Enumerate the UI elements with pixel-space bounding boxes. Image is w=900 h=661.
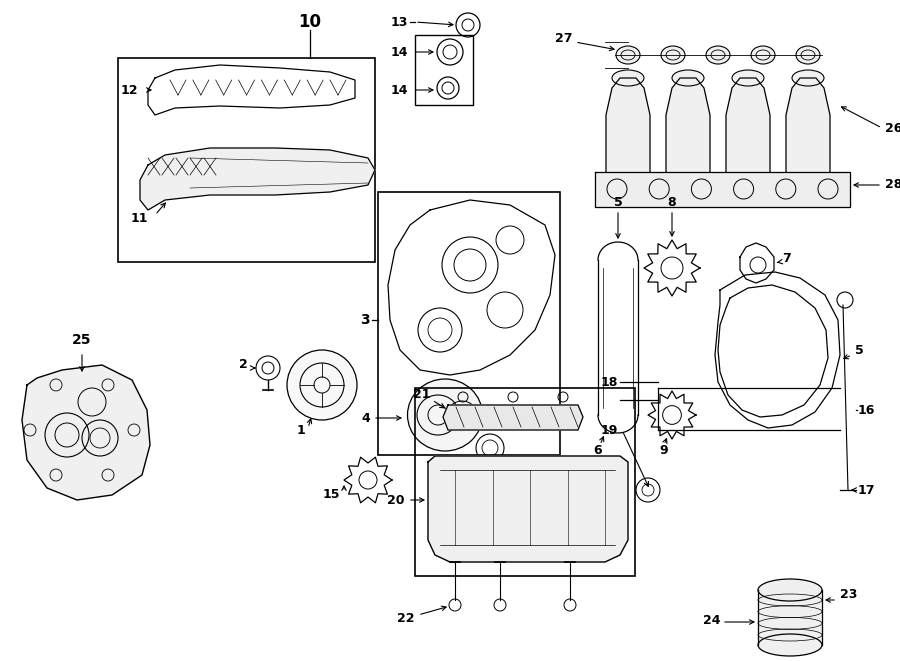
Text: 5: 5 <box>614 196 623 208</box>
Text: 23: 23 <box>840 588 858 602</box>
Polygon shape <box>22 365 150 500</box>
Circle shape <box>102 379 114 391</box>
Polygon shape <box>606 78 650 172</box>
Polygon shape <box>443 405 583 430</box>
Bar <box>118 58 375 262</box>
Text: 5: 5 <box>855 344 864 356</box>
Text: 11: 11 <box>130 212 148 225</box>
Ellipse shape <box>758 634 822 656</box>
Text: 6: 6 <box>594 444 602 457</box>
Text: 8: 8 <box>668 196 676 208</box>
Polygon shape <box>595 172 850 207</box>
Text: 14: 14 <box>391 46 408 59</box>
Text: 9: 9 <box>660 444 669 457</box>
Polygon shape <box>428 456 628 562</box>
Circle shape <box>287 350 357 420</box>
Circle shape <box>128 424 140 436</box>
Text: 3: 3 <box>360 313 370 327</box>
Ellipse shape <box>661 46 685 64</box>
Polygon shape <box>140 148 375 210</box>
Ellipse shape <box>732 70 764 86</box>
Polygon shape <box>758 590 822 645</box>
Ellipse shape <box>751 46 775 64</box>
Circle shape <box>50 469 62 481</box>
Text: 14: 14 <box>391 83 408 97</box>
Text: 21: 21 <box>412 389 430 401</box>
Ellipse shape <box>796 46 820 64</box>
Text: 1: 1 <box>296 424 305 436</box>
Text: 10: 10 <box>299 13 321 31</box>
Text: 28: 28 <box>885 178 900 192</box>
Circle shape <box>50 379 62 391</box>
Polygon shape <box>786 78 830 172</box>
Circle shape <box>102 469 114 481</box>
Polygon shape <box>666 78 710 172</box>
Bar <box>378 192 560 455</box>
Text: 16: 16 <box>858 403 876 416</box>
Text: 19: 19 <box>600 424 618 436</box>
Polygon shape <box>726 78 770 172</box>
Text: 7: 7 <box>782 251 791 264</box>
Ellipse shape <box>408 379 482 451</box>
Text: 26: 26 <box>885 122 900 134</box>
Text: 15: 15 <box>322 488 340 502</box>
Ellipse shape <box>672 70 704 86</box>
Text: 4: 4 <box>361 412 370 424</box>
Bar <box>415 35 473 105</box>
Text: 20: 20 <box>388 494 405 506</box>
Ellipse shape <box>792 70 824 86</box>
Circle shape <box>24 424 36 436</box>
Text: 22: 22 <box>398 611 415 625</box>
Ellipse shape <box>758 579 822 601</box>
Text: 2: 2 <box>239 358 248 371</box>
Text: 12: 12 <box>121 83 138 97</box>
Text: 25: 25 <box>72 333 92 347</box>
Text: 17: 17 <box>858 483 876 496</box>
Bar <box>415 388 635 576</box>
Ellipse shape <box>706 46 730 64</box>
Text: 13: 13 <box>391 15 408 28</box>
Text: 18: 18 <box>600 375 618 389</box>
Ellipse shape <box>616 46 640 64</box>
Text: 27: 27 <box>554 32 572 44</box>
Ellipse shape <box>612 70 644 86</box>
Text: 24: 24 <box>703 613 720 627</box>
